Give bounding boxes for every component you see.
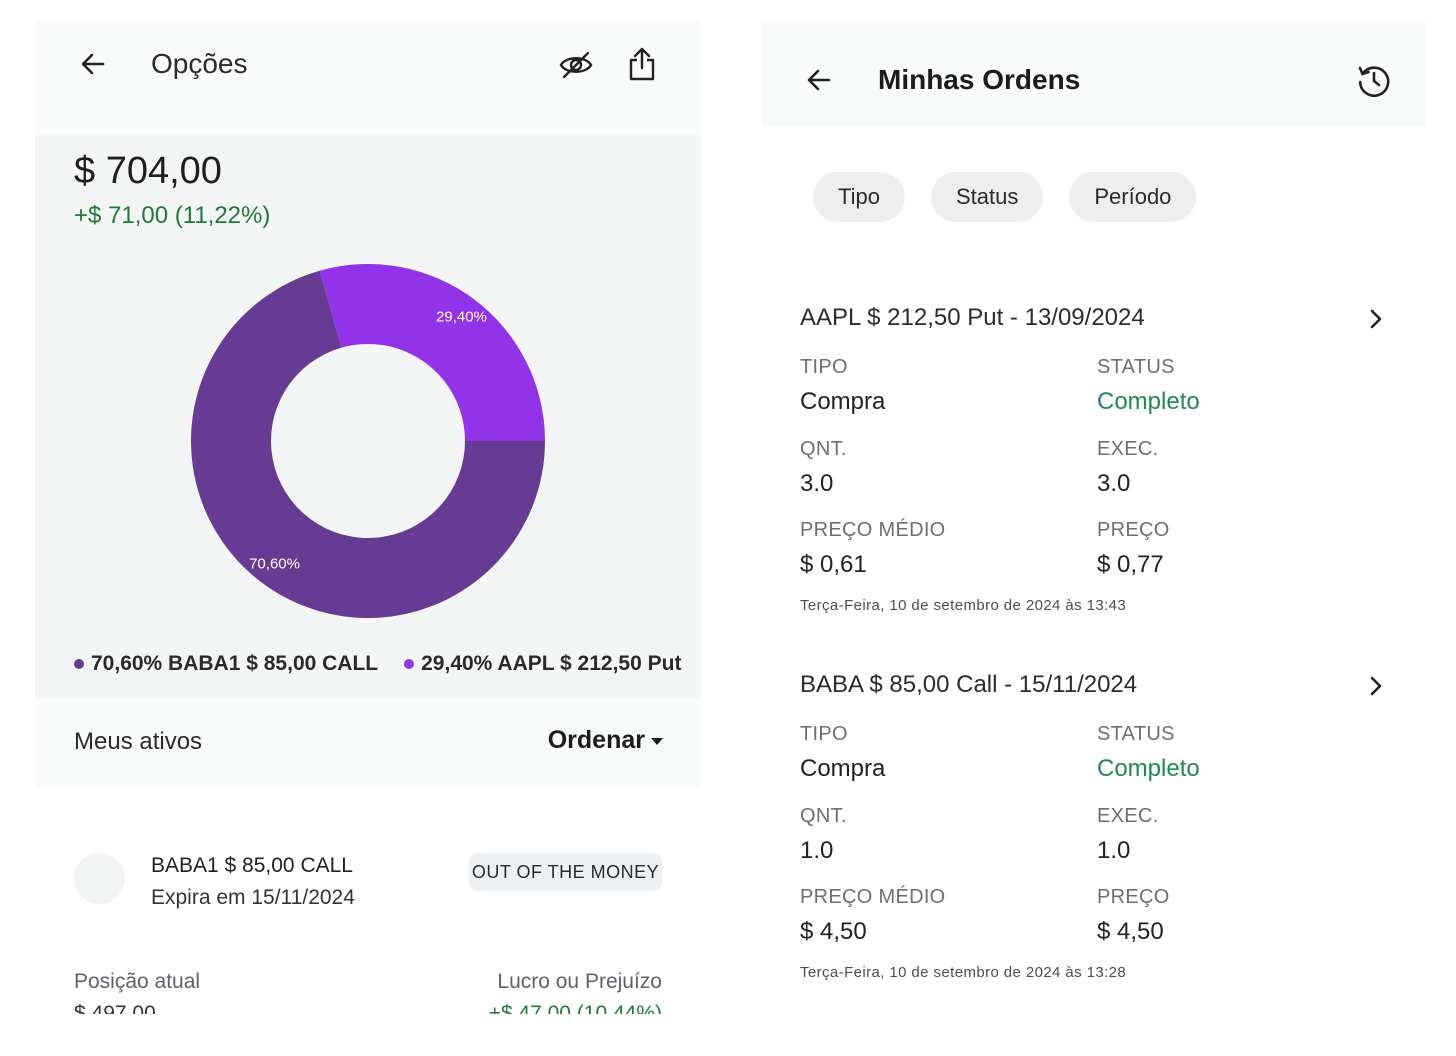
- legend-label: 70,60% BABA1 $ 85,00 CALL: [91, 652, 379, 675]
- donut-slice: [319, 264, 545, 441]
- back-button[interactable]: [801, 62, 837, 98]
- legend-dot: [404, 659, 415, 669]
- executed-value: 1.0: [1097, 837, 1131, 864]
- arrow-left-icon: [807, 69, 831, 91]
- status-label: STATUS: [1097, 723, 1175, 745]
- quantity-value: 1.0: [800, 837, 834, 864]
- asset-avatar: [74, 853, 125, 904]
- order-item[interactable]: BABA $ 85,00 Call - 15/11/2024 TIPO STAT…: [761, 671, 1427, 991]
- asset-card[interactable]: BABA1 $ 85,00 CALL Expira em 15/11/2024 …: [35, 788, 701, 1014]
- legend-label: 29,40% AAPL $ 212,50 Put: [421, 652, 682, 675]
- legend-item-aapl: 29,40% AAPL $ 212,50 Put: [404, 652, 681, 676]
- quantity-value: 3.0: [800, 470, 834, 497]
- asset-name: BABA1 $ 85,00 CALL: [151, 854, 353, 877]
- status-label: STATUS: [1097, 356, 1175, 378]
- order-title: BABA $ 85,00 Call - 15/11/2024: [800, 671, 1138, 698]
- type-label: TIPO: [800, 356, 848, 378]
- portfolio-balance: $ 704,00: [74, 150, 222, 192]
- order-timestamp: Terça-Feira, 10 de setembro de 2024 às 1…: [800, 597, 1127, 614]
- filter-chip-tipo[interactable]: Tipo: [813, 172, 905, 222]
- sort-label: Ordenar: [547, 726, 645, 754]
- executed-label: EXEC.: [1097, 438, 1159, 460]
- sort-button[interactable]: Ordenar: [548, 726, 663, 755]
- order-timestamp: Terça-Feira, 10 de setembro de 2024 às 1…: [800, 964, 1127, 981]
- order-title: AAPL $ 212,50 Put - 13/09/2024: [800, 304, 1145, 331]
- profit-loss-label: Lucro ou Prejuízo: [497, 970, 662, 993]
- page-title: Opções: [151, 48, 248, 79]
- order-item[interactable]: AAPL $ 212,50 Put - 13/09/2024 TIPO STAT…: [761, 304, 1427, 624]
- my-assets-bar: Meus ativos Ordenar: [35, 698, 701, 788]
- back-button[interactable]: [75, 46, 111, 82]
- position-value: $ 497,00: [74, 1002, 156, 1014]
- donut-slice: [191, 270, 545, 618]
- legend-item-baba1: 70,60% BABA1 $ 85,00 CALL: [74, 652, 378, 676]
- average-price-label: PREÇO MÉDIO: [800, 519, 946, 541]
- options-screen: Opções $ 704,00 +$ 71,00 (11,22%) 29,40%…: [35, 20, 701, 1014]
- position-label: Posição atual: [74, 970, 201, 993]
- options-header: Opções: [35, 20, 701, 135]
- asset-expiry: Expira em 15/11/2024: [151, 886, 355, 909]
- profit-loss-value: +$ 47,00 (10,44%): [488, 1002, 662, 1014]
- moneyness-badge: OUT OF THE MONEY: [469, 853, 662, 891]
- chevron-right-icon: [1370, 676, 1382, 696]
- share-button[interactable]: [623, 44, 661, 84]
- orders-screen: Minhas Ordens Tipo Status Período AAPL $…: [761, 20, 1427, 1014]
- price-label: PREÇO: [1097, 519, 1170, 541]
- allocation-donut-chart: 29,40% 70,60%: [191, 264, 545, 618]
- executed-value: 3.0: [1097, 470, 1131, 497]
- status-value: Completo: [1097, 755, 1200, 782]
- filter-chip-status[interactable]: Status: [930, 172, 1044, 222]
- quantity-label: QNT.: [800, 805, 847, 827]
- average-price-value: $ 4,50: [800, 918, 867, 945]
- chevron-right-icon: [1370, 309, 1382, 329]
- executed-label: EXEC.: [1097, 805, 1159, 827]
- chart-legend: 70,60% BABA1 $ 85,00 CALL 29,40% AAPL $ …: [74, 652, 681, 676]
- average-price-value: $ 0,61: [800, 551, 867, 578]
- portfolio-change: +$ 71,00 (11,22%): [74, 202, 271, 229]
- filter-chips: Tipo Status Período: [813, 172, 1197, 222]
- price-value: $ 4,50: [1097, 918, 1164, 945]
- type-label: TIPO: [800, 723, 848, 745]
- page-title: Minhas Ordens: [878, 64, 1081, 95]
- orders-header: Minhas Ordens: [761, 20, 1427, 127]
- type-value: Compra: [800, 388, 886, 415]
- legend-dot: [74, 659, 84, 669]
- price-label: PREÇO: [1097, 886, 1170, 908]
- quantity-label: QNT.: [800, 438, 847, 460]
- history-button[interactable]: [1355, 62, 1393, 100]
- arrow-left-icon: [81, 53, 105, 75]
- status-value: Completo: [1097, 388, 1200, 415]
- price-value: $ 0,77: [1097, 551, 1164, 578]
- average-price-label: PREÇO MÉDIO: [800, 886, 946, 908]
- filter-chip-periodo[interactable]: Período: [1069, 172, 1197, 222]
- history-clock-icon: [1358, 66, 1390, 97]
- type-value: Compra: [800, 755, 886, 782]
- my-assets-label: Meus ativos: [74, 728, 203, 755]
- hide-values-button[interactable]: [557, 46, 595, 84]
- caret-down-icon: [651, 738, 663, 745]
- share-icon: [629, 47, 655, 81]
- donut-data-label: 29,40%: [436, 308, 487, 325]
- eye-off-icon: [559, 51, 593, 79]
- donut-data-label: 70,60%: [249, 556, 300, 573]
